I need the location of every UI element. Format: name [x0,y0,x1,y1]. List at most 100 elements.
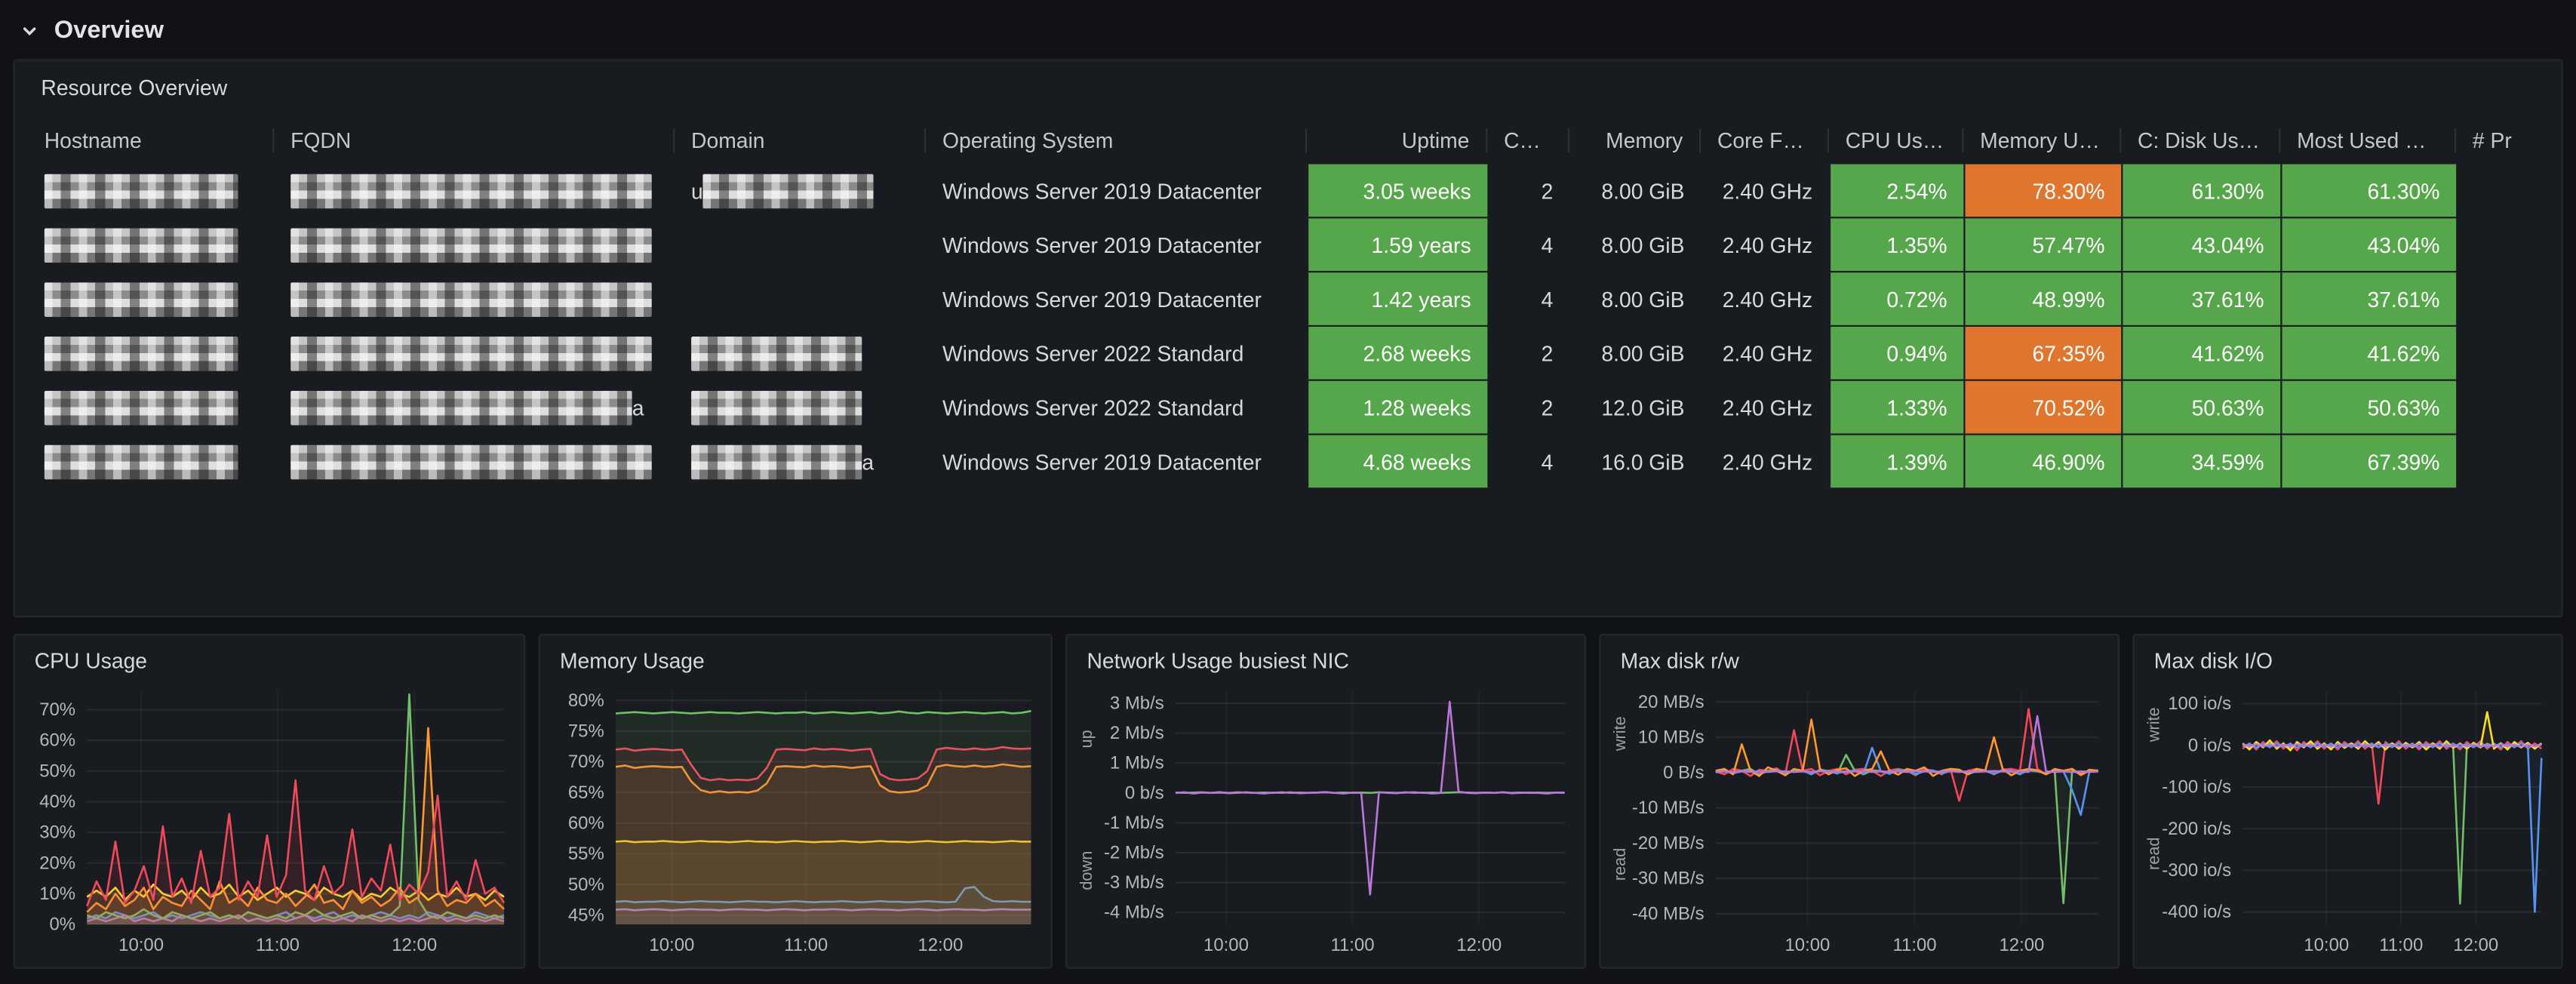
panel-title[interactable]: Memory Usage [559,648,705,674]
svg-text:-10 MB/s: -10 MB/s [1632,798,1705,818]
redacted-text [44,335,238,371]
domain-cell: a [675,435,926,488]
uptime-cell: 3.05 weeks [1307,164,1488,217]
column-header-pr[interactable]: # Pr [2472,127,2512,152]
svg-text:0 b/s: 0 b/s [1125,783,1164,803]
processes-cell [2456,435,2555,488]
chevron-down-icon[interactable] [20,20,39,40]
panel-cpu-usage: CPU Usage 70% 60% 50% 40% 30% 20% 10% 0% 10:00 11… [13,633,526,969]
fqdn-cell [274,435,675,488]
c-disk-usage-cell: 61.30% [2121,164,2281,217]
memory-usage-cell: 67.35% [1963,327,2122,380]
most-used-cell: 61.30% [2280,164,2457,217]
processes-cell [2456,218,2555,271]
svg-text:12:00: 12:00 [2453,935,2498,955]
svg-text:write: write [1610,716,1629,752]
memory-usage-cell: 48.99% [1963,272,2122,325]
panel-title[interactable]: Max disk r/w [1620,648,1739,674]
redacted-text [290,389,632,425]
max-disk-io-chart[interactable]: 100 io/s 0 io/s -100 io/s -200 io/s -300 io/… [2141,681,2554,961]
domain-cell [675,218,926,271]
svg-text:20 MB/s: 20 MB/s [1638,692,1705,712]
chart-canvas[interactable]: 3 Mb/s 2 Mb/s 1 Mb/s 0 b/s -1 Mb/s -2 Mb/s -3 … [1074,681,1578,961]
svg-text:0%: 0% [50,915,76,935]
column-header-hostname[interactable]: Hostname [28,127,275,152]
network-usage-chart[interactable]: 3 Mb/s 2 Mb/s 1 Mb/s 0 b/s -1 Mb/s -2 Mb/s -3 … [1074,681,1578,961]
svg-text:10:00: 10:00 [1203,935,1249,955]
redacted-text [691,444,862,479]
column-header-cpu-usage[interactable]: CPU Usage [1829,127,1964,152]
svg-text:-400 io/s: -400 io/s [2162,902,2231,922]
svg-text:45%: 45% [568,905,604,925]
svg-text:down: down [1077,851,1096,890]
c-disk-usage-cell: 50.63% [2121,380,2281,434]
most-used-cell: 50.63% [2280,380,2457,434]
panel-max-disk-rw: Max disk r/w 20 MB/s 10 MB/s 0 B/s -10 MB/s… [1599,633,2120,969]
panel-memory-usage: Memory Usage 80% 75% 70% 65% 60% 55% 50% 45% 10:… [538,633,1053,969]
svg-text:10%: 10% [39,884,75,904]
svg-text:10:00: 10:00 [118,935,164,955]
memory-usage-cell: 57.47% [1963,218,2122,272]
column-header-memory-us[interactable]: Memory Us... [1963,127,2122,152]
memory-cell: 16.0 GiB [1601,449,1685,474]
chart-canvas[interactable]: 70% 60% 50% 40% 30% 20% 10% 0% 10:00 11:00 12:00 [21,681,517,961]
section-row-overview[interactable]: Overview [0,0,2576,59]
core-freq-cell: 2.40 GHz [1722,395,1813,420]
hostname-cell [28,327,274,380]
column-header-uptime[interactable]: Uptime [1307,127,1488,152]
svg-text:75%: 75% [568,721,604,742]
panel-title[interactable]: Resource Overview [41,75,228,100]
fqdn-cell [274,272,675,325]
processes-cell [2456,165,2555,217]
svg-text:80%: 80% [568,690,604,711]
svg-text:50%: 50% [568,875,604,895]
panel-title[interactable]: CPU Usage [34,648,148,674]
column-header-fqdn[interactable]: FQDN [274,127,675,152]
os-cell: Windows Server 2019 Datacenter [942,178,1262,203]
memory-usage-cell: 46.90% [1963,435,2122,488]
svg-text:20%: 20% [39,853,75,873]
table-row: Windows Server 2019 Datacenter 1.42 years… [28,272,2561,325]
redacted-text [44,227,238,263]
column-header-c-disk-usage[interactable]: C: Disk Usage [2121,127,2281,152]
svg-text:-2 Mb/s: -2 Mb/s [1104,843,1164,863]
table-row: Windows Server 2019 Datacenter 1.59 years… [28,218,2561,272]
svg-text:write: write [2144,707,2163,743]
table-row: a Windows Server 2022 Standard 1.28 weeks 2… [28,380,2561,434]
column-header-domain[interactable]: Domain [675,127,927,152]
fqdn-cell [274,165,675,217]
panel-network-usage: Network Usage busiest NIC 3 Mb/s 2 Mb/s 1 … [1065,633,1586,969]
panel-title[interactable]: Network Usage busiest NIC [1087,648,1349,674]
redacted-text [44,281,238,316]
max-disk-rw-chart[interactable]: 20 MB/s 10 MB/s 0 B/s -10 MB/s -20 MB/s -30 M… [1607,681,2111,961]
memory-cell: 8.00 GiB [1601,340,1685,366]
svg-text:0 B/s: 0 B/s [1663,762,1705,783]
panel-title[interactable]: Max disk I/O [2153,648,2273,674]
hostname-cell [28,272,274,325]
core-freq-cell: 2.40 GHz [1722,178,1813,203]
svg-text:10:00: 10:00 [1785,935,1831,955]
panel-resource-overview: Resource Overview Hostname FQDN Domain Oper… [13,59,2563,618]
os-cell: Windows Server 2019 Datacenter [942,232,1262,257]
chart-canvas[interactable]: 100 io/s 0 io/s -100 io/s -200 io/s -300 io/… [2141,681,2554,961]
visible-character: a [632,395,644,420]
cpu-usage-chart[interactable]: 70% 60% 50% 40% 30% 20% 10% 0% 10:00 11:00 12:00 [21,681,517,961]
column-header-most-used[interactable]: Most Used %... [2280,127,2457,152]
os-cell: Windows Server 2019 Datacenter [942,286,1262,312]
memory-usage-chart[interactable]: 80% 75% 70% 65% 60% 55% 50% 45% 10:00 11:00 12:00 [547,681,1044,961]
cpu-usage-cell: 0.94% [1828,327,1964,380]
uptime-cell: 4.68 weeks [1307,435,1488,488]
svg-text:3 Mb/s: 3 Mb/s [1110,693,1164,714]
chart-canvas[interactable]: 20 MB/s 10 MB/s 0 B/s -10 MB/s -20 MB/s -30 M… [1607,681,2111,961]
fqdn-cell [274,218,675,271]
chart-canvas[interactable]: 80% 75% 70% 65% 60% 55% 50% 45% 10:00 11:00 12:00 [547,681,1044,961]
memory-cell: 8.00 GiB [1601,178,1685,203]
svg-text:70%: 70% [39,700,75,720]
column-header-core-freq[interactable]: Core Freq. [1701,127,1829,152]
redacted-text [290,444,652,479]
column-header-operating-system[interactable]: Operating System [926,127,1308,152]
column-header-cpus[interactable]: CPUs [1487,127,1570,152]
most-used-cell: 67.39% [2280,435,2457,488]
column-header-memory[interactable]: Memory [1569,127,1701,152]
